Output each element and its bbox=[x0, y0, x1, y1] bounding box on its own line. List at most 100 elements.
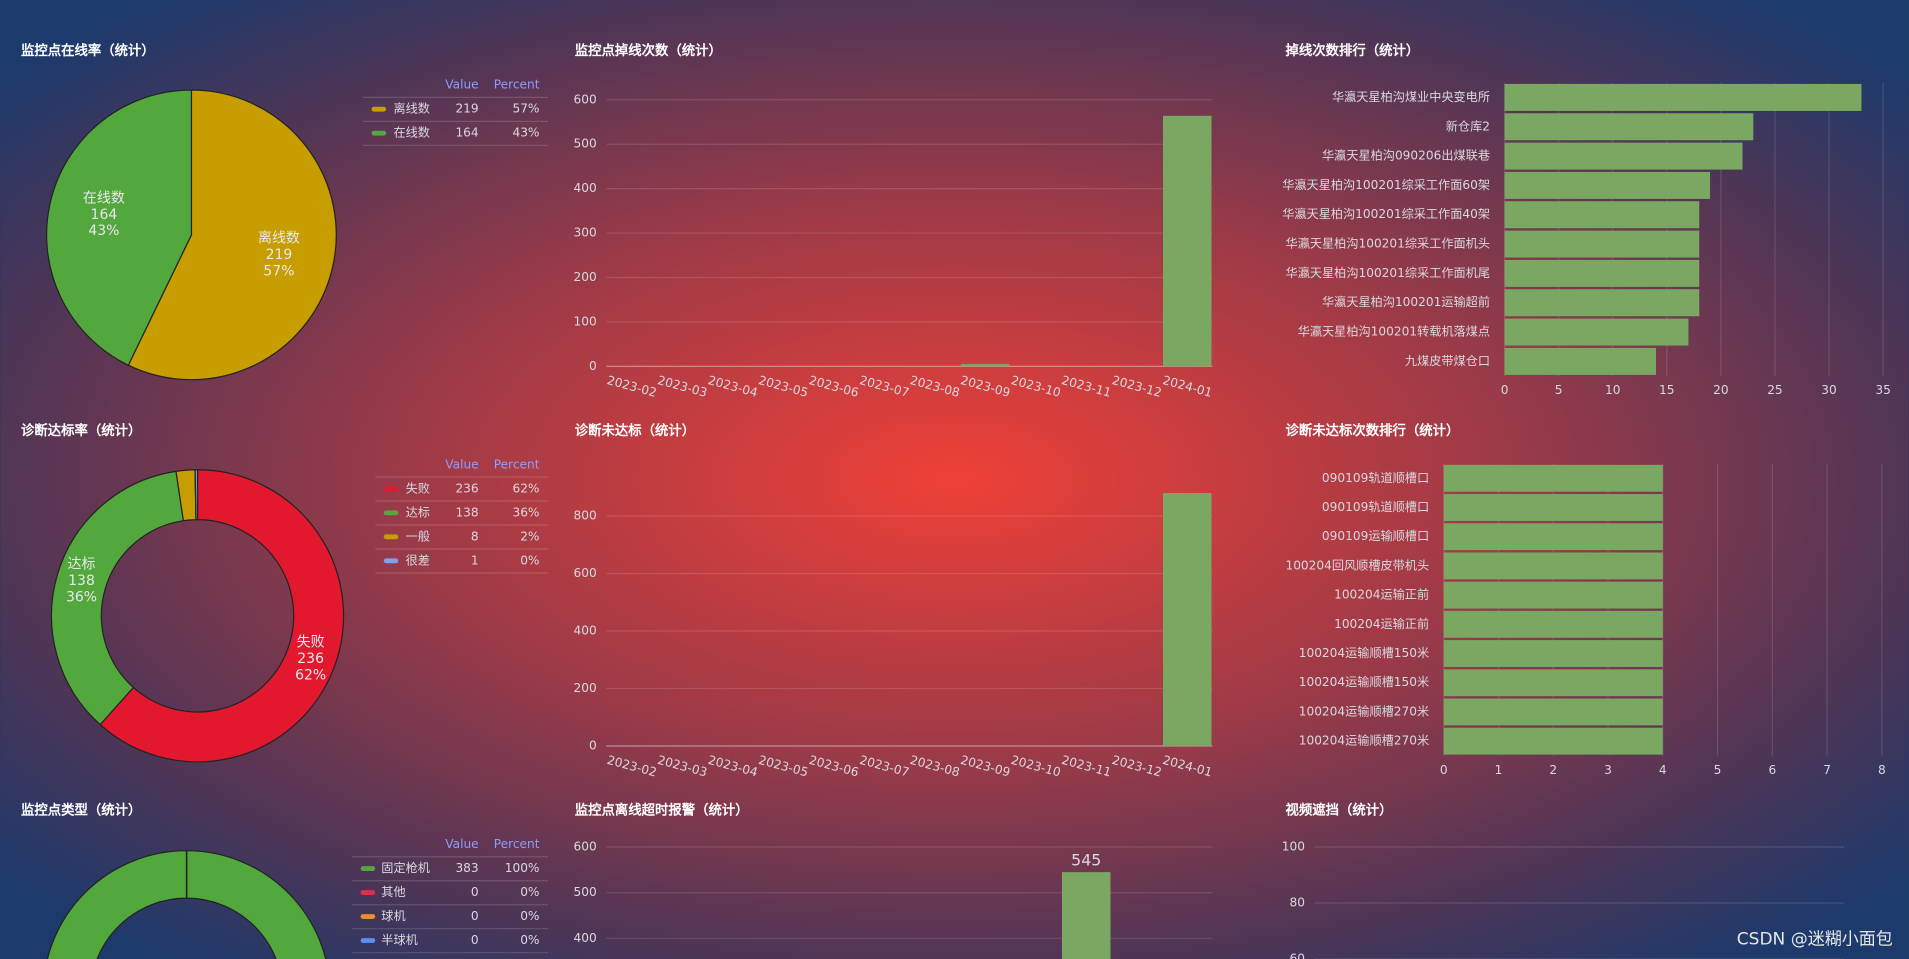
y-tick-label: 华瀛天星柏沟100201综采工作面40架 bbox=[1282, 206, 1490, 221]
bar bbox=[1443, 669, 1663, 697]
slice-label: 失败 236 62% bbox=[295, 635, 326, 684]
legend-swatch bbox=[360, 938, 376, 943]
x-tick-label: 5 bbox=[1714, 763, 1722, 777]
slice-label-line: 43% bbox=[88, 223, 119, 239]
slice-label: 在线数 164 43% bbox=[83, 190, 125, 239]
y-tick-label: 100204回风顺槽皮带机头 bbox=[1285, 558, 1429, 572]
legend-swatch bbox=[383, 486, 399, 492]
bar bbox=[1061, 872, 1111, 959]
bar bbox=[1504, 113, 1754, 141]
legend-swatch bbox=[360, 914, 376, 919]
legend-swatch bbox=[383, 510, 399, 516]
y-tick-label: 新仓库2 bbox=[1446, 118, 1490, 133]
legend-value: 0 bbox=[471, 909, 479, 923]
y-tick-label: 华瀛天星柏沟煤业中央变电所 bbox=[1332, 89, 1490, 104]
bar bbox=[1443, 552, 1663, 580]
bar bbox=[1443, 727, 1663, 755]
legend-percent: 0% bbox=[520, 909, 539, 923]
y-tick-label: 华瀛天星柏沟100201运输超前 bbox=[1322, 294, 1490, 309]
y-tick-label: 500 bbox=[573, 885, 596, 899]
y-tick-label: 80 bbox=[1290, 896, 1305, 910]
y-tick-label: 0 bbox=[589, 359, 597, 373]
chart-panel: 监控点类型（统计）固定枪机383100%ValuePercent固定枪机3831… bbox=[21, 802, 549, 959]
x-tick-label: 3 bbox=[1604, 763, 1612, 777]
bar bbox=[960, 364, 1010, 367]
slice-label-line: 失败 bbox=[297, 635, 325, 651]
legend-label: 很差 bbox=[406, 553, 430, 567]
slice bbox=[50, 470, 185, 726]
slice-label-line: 138 bbox=[68, 573, 95, 589]
x-tick-label: 35 bbox=[1875, 383, 1890, 397]
bar bbox=[1443, 494, 1663, 521]
legend-percent: 36% bbox=[512, 505, 539, 519]
legend-label: 其他 bbox=[381, 885, 405, 899]
legend-header: Percent bbox=[494, 78, 540, 92]
y-tick-label: 100204运输顺槽150米 bbox=[1299, 674, 1429, 689]
chart-title: 诊断达标率（统计） bbox=[21, 422, 141, 439]
bar bbox=[1443, 698, 1663, 726]
chart-title: 监控点掉线次数（统计） bbox=[575, 42, 722, 59]
legend-swatch bbox=[383, 534, 399, 540]
chart-panel: 视频遮挡（统计） 60 80 100 bbox=[1282, 802, 1845, 959]
bar bbox=[1443, 581, 1663, 609]
x-tick-label: 25 bbox=[1767, 383, 1782, 397]
x-tick-label: 5 bbox=[1555, 383, 1563, 397]
slice-label-line: 36% bbox=[66, 589, 97, 605]
legend-value: 236 bbox=[455, 481, 478, 495]
bar bbox=[1443, 610, 1663, 638]
data-label: 545 bbox=[1071, 851, 1101, 870]
legend-label: 失败 bbox=[406, 480, 430, 495]
legend-header: Percent bbox=[494, 837, 540, 851]
slice-label-line: 164 bbox=[91, 207, 118, 223]
legend-percent: 2% bbox=[520, 529, 539, 543]
legend-header: Value bbox=[445, 457, 478, 471]
legend-percent: 0% bbox=[520, 933, 539, 947]
legend-swatch bbox=[371, 130, 387, 136]
x-tick-label: 6 bbox=[1768, 763, 1776, 777]
slice-label: 离线数 219 57% bbox=[258, 230, 300, 280]
y-tick-label: 500 bbox=[573, 137, 596, 151]
y-tick-label: 华瀛天星柏沟100201综采工作面机尾 bbox=[1286, 265, 1490, 280]
y-tick-label: 090109运输顺槽口 bbox=[1322, 528, 1429, 543]
x-tick-label: 4 bbox=[1659, 763, 1667, 777]
legend-label: 固定枪机 bbox=[381, 860, 430, 875]
bar bbox=[1504, 83, 1862, 111]
y-tick-label: 300 bbox=[573, 226, 596, 240]
legend-label: 达标 bbox=[406, 505, 430, 519]
y-tick-label: 800 bbox=[573, 509, 596, 523]
chart-panel: 诊断未达标次数排行（统计） 0 1 2 3 4 5 6 7 8 090109轨道顺槽口 090109轨… bbox=[1285, 422, 1885, 777]
legend-swatch bbox=[360, 866, 376, 872]
y-tick-label: 400 bbox=[573, 624, 596, 638]
slice-label-line: 57% bbox=[263, 263, 294, 279]
chart-title: 诊断未达标次数排行（统计） bbox=[1286, 422, 1460, 439]
legend-value: 164 bbox=[455, 126, 478, 140]
slice bbox=[46, 89, 193, 367]
x-tick-label: 30 bbox=[1821, 383, 1836, 397]
y-tick-label: 华瀛天星柏沟090206出煤联巷 bbox=[1322, 148, 1490, 163]
slice bbox=[46, 850, 327, 959]
y-tick-label: 090109轨道顺槽口 bbox=[1322, 500, 1429, 514]
watermark: CSDN @迷糊小面包 bbox=[1737, 930, 1893, 950]
y-tick-label: 600 bbox=[573, 566, 596, 580]
legend-value: 0 bbox=[471, 933, 479, 947]
legend-value: 138 bbox=[455, 505, 478, 519]
legend-label: 一般 bbox=[406, 528, 430, 543]
y-tick-label: 100204运输正前 bbox=[1334, 616, 1429, 631]
slice-label-line: 219 bbox=[266, 247, 293, 263]
chart-title: 诊断未达标（统计） bbox=[575, 422, 695, 439]
y-tick-label: 100204运输顺槽150米 bbox=[1299, 645, 1429, 660]
slice bbox=[127, 89, 337, 381]
y-tick-label: 60 bbox=[1290, 952, 1305, 959]
bar bbox=[1504, 259, 1700, 287]
legend-swatch bbox=[371, 106, 387, 112]
bar bbox=[1443, 640, 1663, 667]
y-tick-label: 华瀛天星柏沟100201综采工作面60架 bbox=[1282, 177, 1490, 192]
chart-title: 监控点类型（统计） bbox=[21, 802, 141, 819]
x-tick-label: 15 bbox=[1659, 383, 1674, 397]
slice-label-line: 达标 bbox=[68, 557, 96, 573]
y-tick-label: 100 bbox=[573, 314, 596, 328]
bar bbox=[1443, 464, 1663, 492]
legend-value: 219 bbox=[455, 102, 478, 116]
legend-header: Value bbox=[445, 78, 478, 92]
